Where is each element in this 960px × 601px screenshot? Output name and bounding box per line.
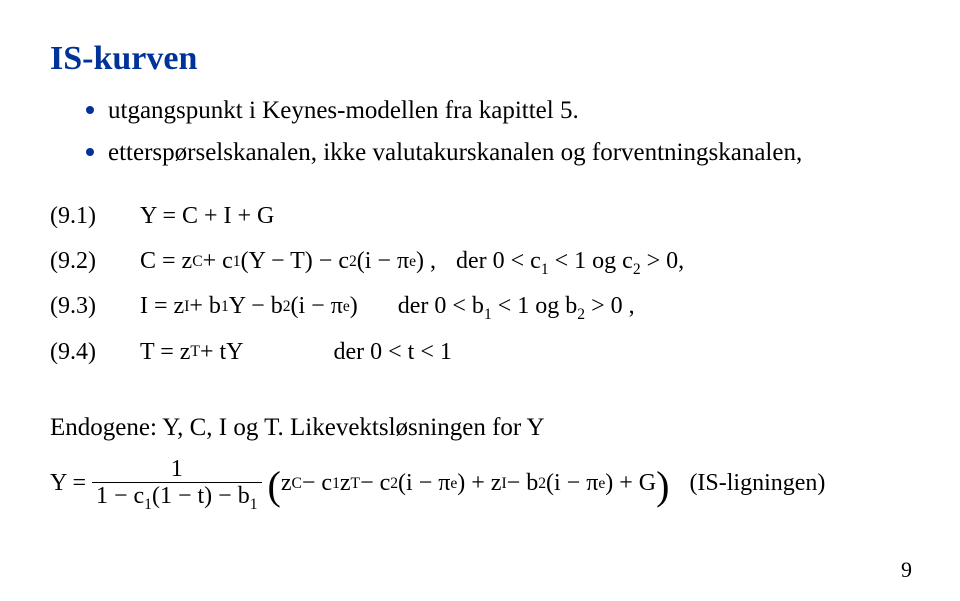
- fraction-numerator: 1: [167, 456, 187, 482]
- eq-body: I = zI + b1Y − b2(i − πe) der 0 < b1 < 1…: [140, 285, 635, 328]
- paren-open-icon: (: [268, 470, 281, 502]
- bullet-item: etterspørselskanalen, ikke valutakurskan…: [86, 134, 910, 172]
- eq-text: (Y − T) − c: [241, 240, 349, 283]
- eq-text: + b: [189, 285, 221, 328]
- equation-row-4: (9.4) T = zT + tY der 0 < t < 1: [50, 331, 910, 374]
- fraction: 1 1 − c1(1 − t) − b1: [92, 456, 262, 512]
- eq-text: Y − b: [229, 285, 283, 328]
- bullet-icon: [86, 148, 94, 156]
- eq-text: − c: [360, 470, 390, 497]
- eq-text: > 0,: [641, 248, 685, 274]
- eq-body: T = zT + tY der 0 < t < 1: [140, 331, 452, 374]
- eq-condition: der 0 < t < 1: [334, 331, 452, 374]
- eq-number: (9.4): [50, 331, 140, 374]
- eq-text: der 0 < b: [398, 293, 484, 319]
- eq-text: der 0 < c: [456, 248, 541, 274]
- eq-condition: der 0 < b1 < 1 og b2 > 0 ,: [398, 285, 635, 328]
- eq-sub: 2: [633, 261, 641, 278]
- eq-body: Y = C + I + G: [140, 195, 274, 238]
- bullet-icon: [86, 106, 94, 114]
- is-equation: Y = 1 1 − c1(1 − t) − b1 ( zC − c1zT − c…: [50, 456, 910, 512]
- eq-sub: 1: [144, 496, 152, 513]
- paren-close-icon: ): [656, 470, 669, 502]
- fraction-denominator: 1 − c1(1 − t) − b1: [92, 482, 262, 511]
- equation-row-2: (9.2) C = zC + c1(Y − T) − c2(i − πe) , …: [50, 240, 910, 283]
- eq-sub: 1: [541, 261, 549, 278]
- eq-sub: 1: [484, 306, 492, 323]
- eq-text: ) + z: [457, 470, 501, 497]
- page-number: 9: [901, 557, 912, 583]
- bullet-text: etterspørselskanalen, ikke valutakurskan…: [108, 134, 802, 172]
- eq-text: − b: [507, 470, 539, 497]
- eq-text: (1 − t) − b: [152, 483, 250, 509]
- bullet-list: utgangspunkt i Keynes-modellen fra kapit…: [86, 92, 910, 171]
- eq-text: + tY: [200, 331, 244, 374]
- eq-text: z: [340, 470, 351, 497]
- eq-text: ) ,: [416, 240, 436, 283]
- eq-text: z: [281, 470, 292, 497]
- eq-text: C = z: [140, 240, 192, 283]
- eq-text: Y =: [50, 470, 86, 497]
- page-title: IS-kurven: [50, 40, 910, 78]
- eq-text: > 0 ,: [585, 293, 635, 319]
- eq-number: (9.3): [50, 285, 140, 328]
- equation-row-3: (9.3) I = zI + b1Y − b2(i − πe) der 0 < …: [50, 285, 910, 328]
- eq-text: (i − π: [546, 470, 598, 497]
- eq-text: ): [350, 285, 358, 328]
- equation-block: (9.1) Y = C + I + G (9.2) C = zC + c1(Y …: [50, 195, 910, 374]
- is-label: (IS-ligningen): [689, 470, 825, 497]
- eq-text: − c: [302, 470, 332, 497]
- endogene-line: Endogene: Y, C, I og T. Likevektsløsning…: [50, 414, 910, 442]
- eq-sub: 2: [577, 306, 585, 323]
- eq-condition: der 0 < c1 < 1 og c2 > 0,: [456, 240, 684, 283]
- eq-sub: 1: [250, 496, 258, 513]
- equation-row-1: (9.1) Y = C + I + G: [50, 195, 910, 238]
- eq-text: (i − π: [398, 470, 450, 497]
- eq-text: (i − π: [357, 240, 409, 283]
- eq-text: 1 − c: [96, 483, 144, 509]
- eq-number: (9.1): [50, 195, 140, 238]
- eq-text: < 1 og c: [549, 248, 633, 274]
- eq-number: (9.2): [50, 240, 140, 283]
- eq-body: C = zC + c1(Y − T) − c2(i − πe) , der 0 …: [140, 240, 684, 283]
- eq-text: ) + G: [605, 470, 656, 497]
- eq-text: I = z: [140, 285, 184, 328]
- bullet-item: utgangspunkt i Keynes-modellen fra kapit…: [86, 92, 910, 130]
- eq-text: (i − π: [291, 285, 343, 328]
- bullet-text: utgangspunkt i Keynes-modellen fra kapit…: [108, 92, 579, 130]
- eq-text: < 1 og b: [492, 293, 578, 319]
- eq-text: T = z: [140, 331, 190, 374]
- eq-text: + c: [203, 240, 233, 283]
